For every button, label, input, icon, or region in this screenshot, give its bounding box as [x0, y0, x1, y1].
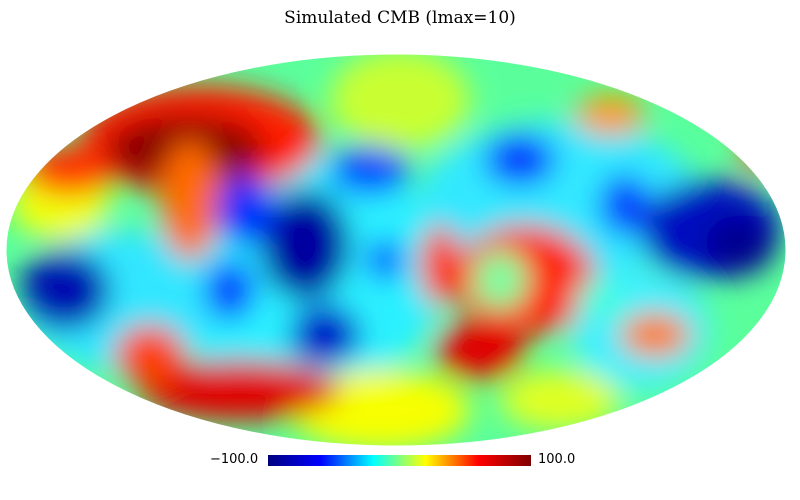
colorbar [268, 455, 531, 466]
sky-temperature-field [6, 54, 786, 446]
map-title: Simulated CMB (lmax=10) [284, 8, 516, 28]
colorbar-max-label: 100.0 [538, 452, 576, 467]
colorbar-min-label: −100.0 [210, 452, 259, 467]
